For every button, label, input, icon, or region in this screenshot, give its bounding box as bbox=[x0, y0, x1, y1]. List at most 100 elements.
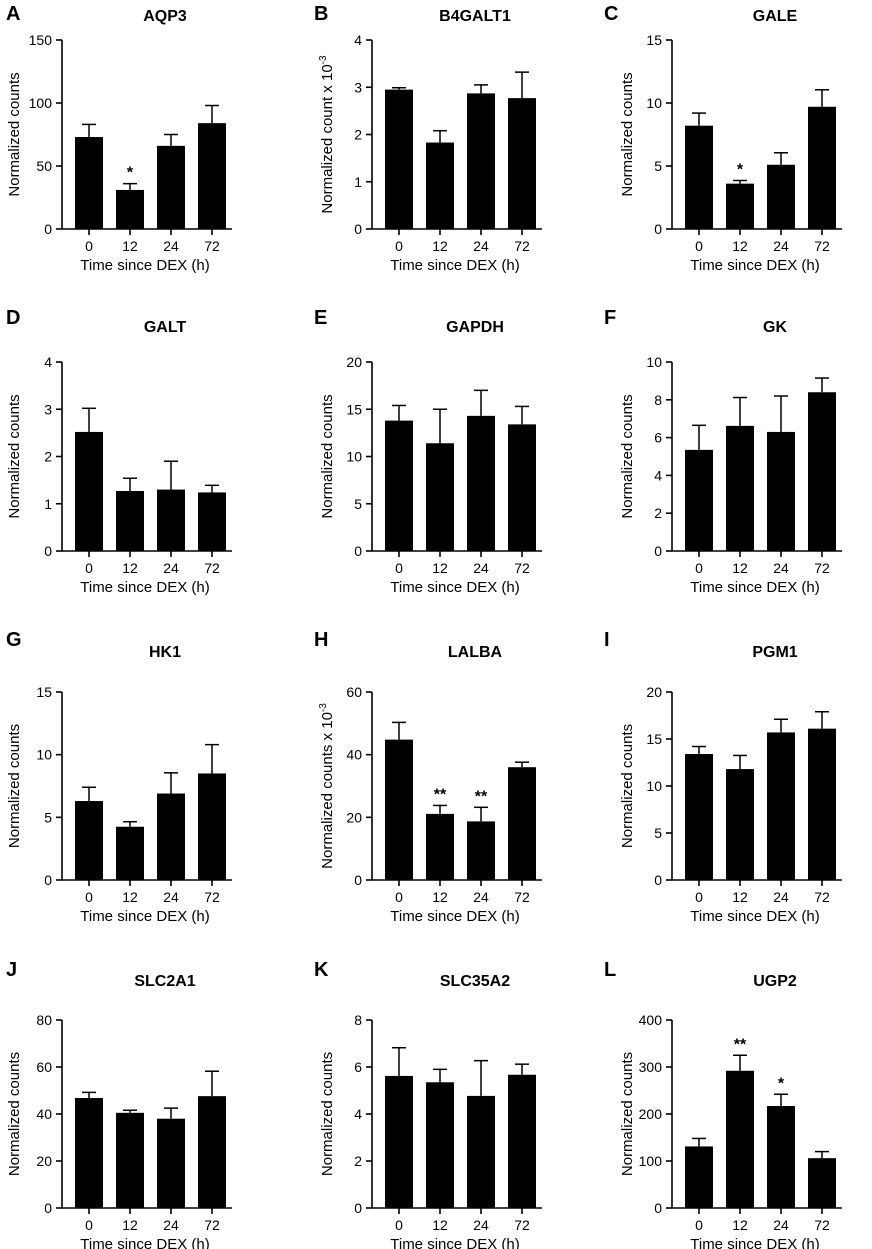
chart-panel-e: E GAPDH 0 5 10 15 20 0 12 24 72 Time since DEX (h) N… bbox=[314, 307, 542, 596]
x-tick-label: 0 bbox=[85, 238, 93, 254]
y-axis-label: Normalized counts x 10-3 bbox=[318, 703, 336, 869]
x-tick-label: 12 bbox=[432, 889, 448, 905]
x-tick-label: 0 bbox=[395, 238, 403, 254]
y-tick-label: 5 bbox=[354, 496, 362, 512]
x-tick-label: 0 bbox=[695, 889, 703, 905]
x-tick-label: 72 bbox=[514, 889, 530, 905]
y-tick-label: 1 bbox=[44, 496, 52, 512]
x-axis-label: Time since DEX (h) bbox=[80, 1236, 209, 1249]
bar-12 bbox=[426, 1082, 454, 1208]
y-tick-label: 40 bbox=[36, 1106, 52, 1122]
x-axis-label: Time since DEX (h) bbox=[690, 1236, 819, 1249]
y-tick-label: 0 bbox=[354, 543, 362, 559]
bar-0 bbox=[685, 1146, 713, 1208]
significance-marker: * bbox=[127, 165, 134, 182]
y-tick-label: 0 bbox=[654, 1200, 662, 1216]
chart-panel-a: A AQP3 0 50 100 150 0 12 * 24 72 Time since DEX (h)… bbox=[6, 3, 232, 274]
x-tick-label: 24 bbox=[163, 1217, 179, 1233]
y-tick-label: 150 bbox=[29, 32, 53, 48]
y-tick-label: 3 bbox=[354, 79, 362, 95]
x-tick-label: 0 bbox=[395, 560, 403, 576]
x-tick-label: 0 bbox=[695, 1217, 703, 1233]
y-tick-label: 0 bbox=[44, 872, 52, 888]
y-tick-label: 60 bbox=[36, 1059, 52, 1075]
chart-title: AQP3 bbox=[143, 8, 187, 25]
chart-title: GALE bbox=[753, 8, 798, 25]
y-tick-label: 50 bbox=[36, 158, 52, 174]
x-tick-label: 12 bbox=[432, 1217, 448, 1233]
bar-0 bbox=[685, 754, 713, 880]
x-tick-label: 72 bbox=[514, 1217, 530, 1233]
y-axis-label: Normalized counts bbox=[6, 724, 23, 848]
x-tick-label: 24 bbox=[473, 560, 489, 576]
panel-letter: K bbox=[314, 959, 329, 981]
y-tick-label: 0 bbox=[354, 221, 362, 237]
x-tick-label: 72 bbox=[814, 238, 830, 254]
panel-letter: L bbox=[604, 959, 616, 981]
panel-letter: E bbox=[314, 307, 327, 329]
y-tick-label: 10 bbox=[646, 95, 662, 111]
bar-24 bbox=[767, 732, 795, 880]
x-tick-label: 0 bbox=[395, 889, 403, 905]
bar-12 bbox=[726, 425, 754, 551]
y-tick-label: 5 bbox=[44, 809, 52, 825]
bar-0 bbox=[75, 431, 103, 551]
y-tick-label: 10 bbox=[346, 449, 362, 465]
y-tick-label: 15 bbox=[646, 32, 662, 48]
y-axis-label: Normalized counts bbox=[6, 1052, 23, 1176]
x-tick-label: 12 bbox=[732, 560, 748, 576]
x-axis-label: Time since DEX (h) bbox=[390, 257, 519, 274]
bar-24 bbox=[467, 821, 495, 880]
bar-24 bbox=[157, 1118, 185, 1208]
x-tick-label: 24 bbox=[773, 1217, 789, 1233]
panel-letter: C bbox=[604, 3, 618, 25]
y-tick-label: 2 bbox=[44, 449, 52, 465]
x-axis-label: Time since DEX (h) bbox=[390, 908, 519, 925]
x-axis-label: Time since DEX (h) bbox=[390, 579, 519, 596]
x-tick-label: 72 bbox=[204, 560, 220, 576]
y-tick-label: 1 bbox=[354, 174, 362, 190]
y-tick-label: 4 bbox=[654, 467, 662, 483]
chart-panel-h: H LALBA 0 20 40 60 0 12 ** 24 ** 72 Time since DEX (… bbox=[314, 629, 542, 925]
x-tick-label: 12 bbox=[432, 560, 448, 576]
y-tick-label: 6 bbox=[354, 1059, 362, 1075]
x-axis-label: Time since DEX (h) bbox=[690, 257, 819, 274]
y-tick-label: 4 bbox=[354, 32, 362, 48]
bar-12 bbox=[116, 826, 144, 880]
y-axis-label: Normalized count x 10-3 bbox=[318, 55, 336, 214]
x-tick-label: 0 bbox=[85, 1217, 93, 1233]
y-axis-label: Normalized counts bbox=[619, 1052, 636, 1176]
x-tick-label: 12 bbox=[432, 238, 448, 254]
bar-72 bbox=[198, 1096, 226, 1208]
y-tick-label: 0 bbox=[654, 221, 662, 237]
x-tick-label: 24 bbox=[163, 238, 179, 254]
bar-0 bbox=[75, 801, 103, 880]
chart-title: UGP2 bbox=[753, 973, 797, 990]
y-tick-label: 15 bbox=[346, 401, 362, 417]
bar-24 bbox=[767, 431, 795, 551]
bar-72 bbox=[508, 98, 536, 230]
x-tick-label: 24 bbox=[473, 238, 489, 254]
y-tick-label: 100 bbox=[29, 95, 53, 111]
y-tick-label: 0 bbox=[354, 1200, 362, 1216]
x-tick-label: 24 bbox=[773, 238, 789, 254]
bar-72 bbox=[198, 123, 226, 229]
bar-24 bbox=[157, 793, 185, 880]
x-tick-label: 0 bbox=[85, 560, 93, 576]
y-tick-label: 0 bbox=[654, 543, 662, 559]
y-tick-label: 10 bbox=[646, 778, 662, 794]
x-tick-label: 72 bbox=[204, 889, 220, 905]
y-axis-label: Normalized counts bbox=[6, 394, 23, 518]
bar-0 bbox=[385, 420, 413, 551]
x-tick-label: 24 bbox=[473, 889, 489, 905]
bar-24 bbox=[467, 415, 495, 551]
x-tick-label: 24 bbox=[473, 1217, 489, 1233]
bar-0 bbox=[75, 137, 103, 229]
x-tick-label: 12 bbox=[732, 889, 748, 905]
y-tick-label: 400 bbox=[639, 1012, 663, 1028]
y-tick-label: 0 bbox=[44, 1200, 52, 1216]
chart-panel-j: J SLC2A1 0 20 40 60 80 0 12 24 72 Time since DEX (h… bbox=[6, 959, 232, 1249]
x-tick-label: 12 bbox=[732, 1217, 748, 1233]
y-axis-label: Normalized counts bbox=[619, 72, 636, 196]
